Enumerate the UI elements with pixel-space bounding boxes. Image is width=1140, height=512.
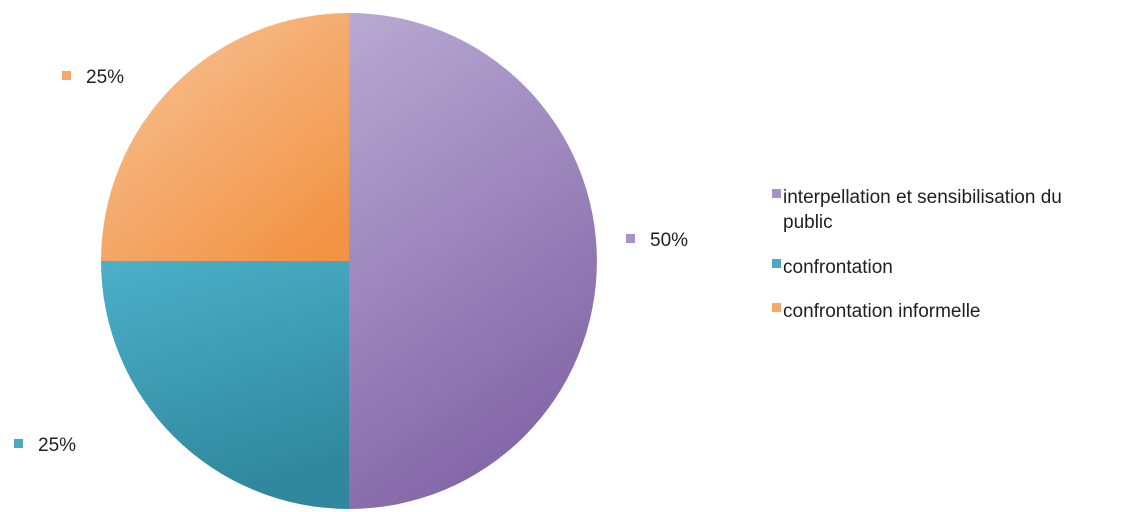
legend-label-interpellation-line-1: interpellation et sensibilisation du <box>783 187 1062 208</box>
data-label-marker-confrontation-informelle <box>62 71 71 80</box>
legend: interpellation et sensibilisation du publ… <box>772 187 1062 322</box>
legend-marker-confrontation-informelle <box>772 303 781 312</box>
pie-slices <box>101 13 597 509</box>
data-label-marker-interpellation <box>626 234 635 243</box>
pie-slice-confrontation-informelle <box>101 13 349 261</box>
data-label-interpellation: 50% <box>650 230 688 251</box>
pie-slice-interpellation <box>349 13 597 509</box>
pie-slice-confrontation <box>101 261 349 509</box>
legend-marker-confrontation <box>772 259 781 268</box>
legend-label-interpellation-line-2: public <box>783 212 833 233</box>
data-label-marker-confrontation <box>14 439 23 448</box>
data-label-confrontation-informelle: 25% <box>86 67 124 88</box>
data-label-confrontation: 25% <box>38 435 76 456</box>
legend-label-confrontation: confrontation <box>783 257 893 278</box>
legend-label-confrontation-informelle: confrontation informelle <box>783 301 981 322</box>
data-labels: 50% 25% 25% <box>14 67 688 456</box>
legend-marker-interpellation <box>772 189 781 198</box>
